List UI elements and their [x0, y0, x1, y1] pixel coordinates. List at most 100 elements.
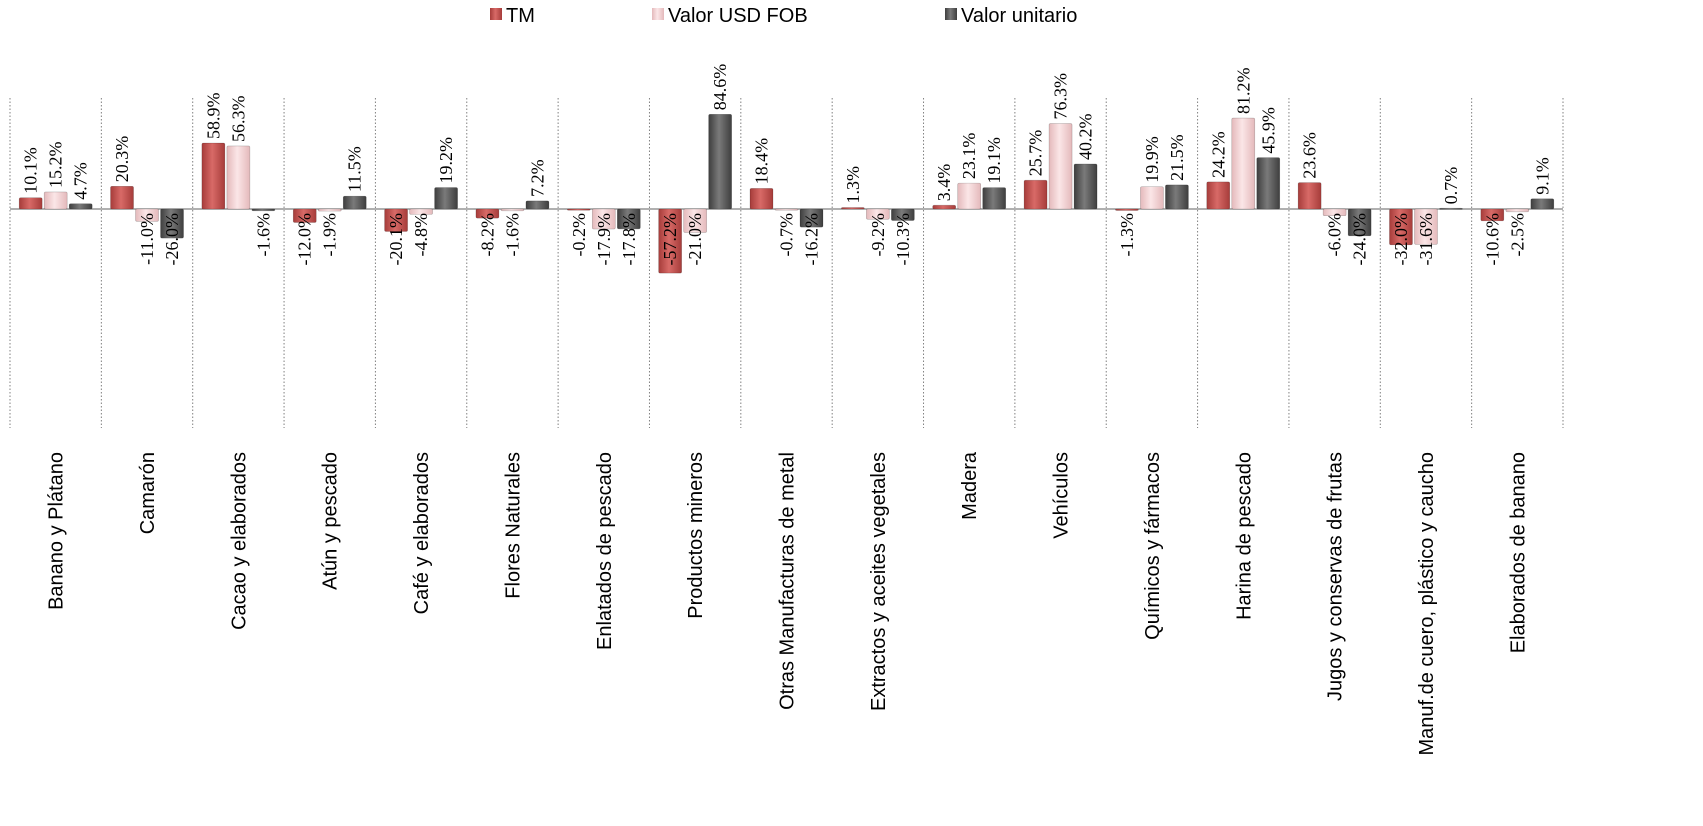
bar-manuf-de-cuero-plastico-y-caucho-valor-usd-fob — [1414, 208, 1438, 245]
bar-manuf-de-cuero-plastico-y-caucho-valor-unitario — [1439, 207, 1463, 210]
bar-quimicos-y-farmacos-valor-usd-fob — [1140, 186, 1164, 210]
data-label: 19.2% — [436, 137, 456, 184]
bar-atun-y-pescado-valor-unitario — [342, 195, 367, 210]
bar-vehiculos-valor-unitario — [1073, 163, 1098, 210]
bar-extractos-y-aceites-vegetales-valor-unitario — [891, 208, 915, 221]
bar-cacao-y-elaborados-valor-usd-fob — [226, 145, 251, 210]
data-label: -9.2% — [868, 213, 888, 257]
category-label-camaron: Camarón — [137, 452, 159, 534]
bar-elaborados-de-banano-valor-unitario — [1530, 198, 1555, 210]
bar-enlatados-de-pescado-valor-unitario — [616, 208, 641, 230]
bar-cafe-y-elaborados-valor-unitario — [434, 187, 458, 210]
category-label-harina-de-pescado: Harina de pescado — [1233, 452, 1255, 620]
bar-vehiculos-valor-usd-fob — [1048, 123, 1073, 210]
category-label-cacao-y-elaborados: Cacao y elaborados — [228, 452, 250, 630]
category-label-enlatados-de-pescado: Enlatados de pescado — [594, 452, 616, 650]
bar-madera-valor-usd-fob — [957, 182, 982, 210]
bar-cacao-y-elaborados-valor-unitario — [251, 208, 276, 212]
data-label: -24.0% — [1350, 213, 1370, 266]
data-label: -11.0% — [137, 213, 157, 265]
data-label: -21.0% — [685, 213, 705, 266]
data-label: -1.6% — [253, 213, 273, 257]
data-label: -1.6% — [502, 213, 522, 257]
category-label-productos-mineros: Productos mineros — [685, 452, 707, 619]
category-label-atun-y-pescado: Atún y pescado — [320, 452, 342, 590]
data-label: -17.8% — [619, 213, 639, 266]
data-label: 11.5% — [345, 146, 365, 192]
bar-madera-tm — [932, 204, 957, 210]
category-label-elaborados-de-banano: Elaborados de banano — [1507, 452, 1529, 653]
category-label-manuf-de-cuero-plastico-y-caucho: Manuf.de cuero, plástico y caucho — [1416, 452, 1438, 756]
data-label: -10.3% — [893, 213, 913, 266]
data-label: -4.8% — [411, 213, 431, 257]
bar-flores-naturales-tm — [475, 208, 500, 219]
data-label: -10.6% — [1482, 213, 1502, 266]
bar-cacao-y-elaborados-tm — [201, 142, 226, 210]
category-label-flores-naturales: Flores Naturales — [502, 452, 524, 599]
data-label: -6.0% — [1325, 213, 1345, 257]
category-label-extractos-y-aceites-vegetales: Extractos y aceites vegetales — [868, 452, 890, 711]
data-label: 40.2% — [1076, 113, 1096, 160]
data-label: -0.2% — [569, 213, 589, 257]
category-label-quimicos-y-farmacos: Químicos y fármacos — [1142, 452, 1164, 640]
bar-harina-de-pescado-tm — [1206, 181, 1231, 210]
bar-otras-manufacturas-de-metal-valor-usd-fob — [774, 208, 799, 211]
bar-cafe-y-elaborados-tm — [384, 208, 408, 232]
data-label: 7.2% — [527, 159, 547, 197]
data-label: 19.1% — [984, 137, 1004, 184]
data-label: -26.0% — [162, 213, 182, 266]
bar-vehiculos-tm — [1023, 179, 1048, 210]
category-label-jugos-y-conservas-de-frutas: Jugos y conservas de frutas — [1325, 452, 1347, 701]
category-label-vehiculos: Vehículos — [1051, 452, 1073, 539]
data-label: 24.2% — [1208, 131, 1228, 178]
category-separators — [9, 98, 1564, 428]
data-label: 81.2% — [1233, 68, 1253, 115]
bar-camaron-valor-usd-fob — [135, 208, 159, 222]
data-label: -20.1% — [386, 213, 406, 266]
data-label: 18.4% — [752, 138, 772, 185]
data-label: 23.6% — [1300, 132, 1320, 179]
bar-atun-y-pescado-tm — [292, 208, 317, 223]
category-label-otras-manufacturas-de-metal: Otras Manufacturas de metal — [777, 452, 799, 710]
bar-madera-valor-unitario — [982, 187, 1007, 210]
data-label: -1.9% — [320, 213, 340, 257]
bar-jugos-y-conservas-de-frutas-tm — [1297, 182, 1322, 210]
bar-otras-manufacturas-de-metal-tm — [749, 188, 774, 210]
data-label: 9.1% — [1532, 157, 1552, 195]
bar-extractos-y-aceites-vegetales-tm — [841, 207, 865, 210]
data-label: 23.1% — [959, 133, 979, 180]
category-labels: Banano y Plátano Camarón Cacao y elaborado… — [46, 451, 1530, 755]
bar-manuf-de-cuero-plastico-y-caucho-tm — [1389, 208, 1413, 246]
bar-banano-y-platano-valor-unitario — [68, 203, 93, 210]
data-label: -12.0% — [295, 213, 315, 266]
bar-productos-mineros-valor-unitario — [708, 113, 732, 210]
data-label: 56.3% — [228, 95, 248, 142]
data-label: -1.3% — [1117, 213, 1137, 257]
data-labels: 10.1% 15.2% 4.7% 20.3% -11.0% -26.0% 58.9% 56.3… — [21, 64, 1553, 266]
category-label-banano-y-platano: Banano y Plátano — [46, 452, 68, 610]
bar-enlatados-de-pescado-tm — [566, 208, 591, 211]
data-label: 45.9% — [1258, 107, 1278, 154]
bar-elaborados-de-banano-valor-usd-fob — [1505, 208, 1530, 213]
bar-cafe-y-elaborados-valor-usd-fob — [409, 208, 433, 215]
bar-camaron-tm — [110, 185, 134, 210]
legend-label-valor-unitario: Valor unitario — [961, 5, 1077, 27]
bar-quimicos-y-farmacos-tm — [1115, 208, 1139, 211]
legend-swatch-valor-usd-fob — [652, 8, 664, 20]
bar-flores-naturales-valor-usd-fob — [500, 208, 525, 212]
legend-label-tm: TM — [506, 5, 535, 27]
data-label: 0.7% — [1441, 167, 1461, 205]
bar-extractos-y-aceites-vegetales-valor-usd-fob — [866, 208, 890, 220]
legend-swatch-tm — [490, 8, 502, 20]
category-label-madera: Madera — [959, 451, 981, 520]
data-label: 10.1% — [21, 147, 41, 194]
data-label: 76.3% — [1051, 73, 1071, 120]
bar-enlatados-de-pescado-valor-usd-fob — [591, 208, 616, 230]
data-label: 19.9% — [1142, 136, 1162, 183]
bar-jugos-y-conservas-de-frutas-valor-usd-fob — [1322, 208, 1347, 217]
bar-quimicos-y-farmacos-valor-unitario — [1165, 184, 1189, 210]
bar-banano-y-platano-valor-usd-fob — [43, 191, 68, 210]
bar-otras-manufacturas-de-metal-valor-unitario — [799, 208, 824, 228]
data-label: 84.6% — [710, 64, 730, 111]
